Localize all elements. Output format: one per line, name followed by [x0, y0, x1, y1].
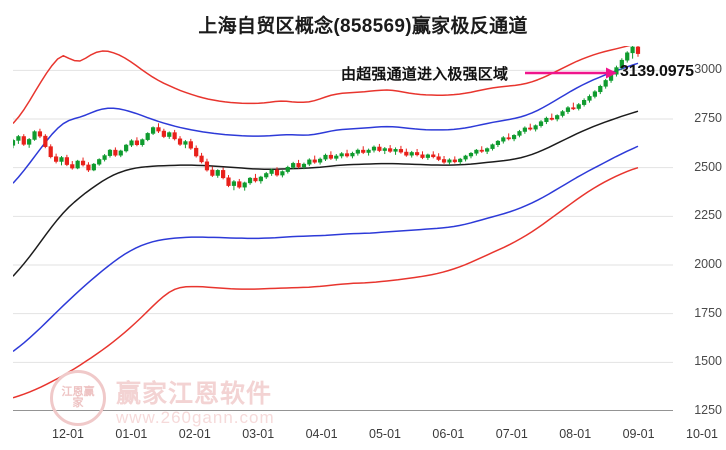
x-axis-tick-label: 09-01: [622, 427, 655, 441]
x-axis-tick-label: 12-01: [52, 427, 84, 441]
page-title: 上海自贸区概念(858569)赢家极反通道: [198, 16, 528, 37]
x-axis-tick-label: 10-01: [686, 427, 718, 441]
y-axis-tick-label: 2250: [694, 208, 722, 223]
y-axis-tick-label: 2750: [694, 111, 722, 125]
y-axis-tick-label: 2000: [694, 257, 722, 271]
price-chart-plot-area: [13, 46, 673, 411]
x-axis-tick-label: 02-01: [178, 427, 211, 441]
x-axis-tick-label: 01-01: [115, 427, 148, 441]
x-axis-tick-label: 06-01: [432, 427, 465, 441]
y-axis-tick-label: 2500: [694, 159, 722, 174]
y-axis-tick-label: 1750: [694, 305, 722, 320]
y-axis-tick-label: 1500: [694, 354, 722, 369]
y-axis-tick-label: 3000: [694, 62, 722, 77]
chart-canvas: [13, 46, 673, 411]
x-axis-tick-label: 05-01: [369, 427, 401, 441]
x-axis-tick-label: 08-01: [559, 427, 592, 441]
x-axis-tick-label: 07-01: [495, 427, 528, 441]
current-price-label: 3139.0975: [620, 63, 694, 80]
watermark-url: www.260gann.com: [116, 408, 275, 427]
x-axis-tick-label: 04-01: [305, 427, 338, 441]
x-axis-tick-label: 03-01: [242, 427, 275, 441]
y-axis-tick-label: 1250: [694, 403, 722, 417]
annotation-label: 由超强通道进入极强区域: [341, 66, 509, 83]
